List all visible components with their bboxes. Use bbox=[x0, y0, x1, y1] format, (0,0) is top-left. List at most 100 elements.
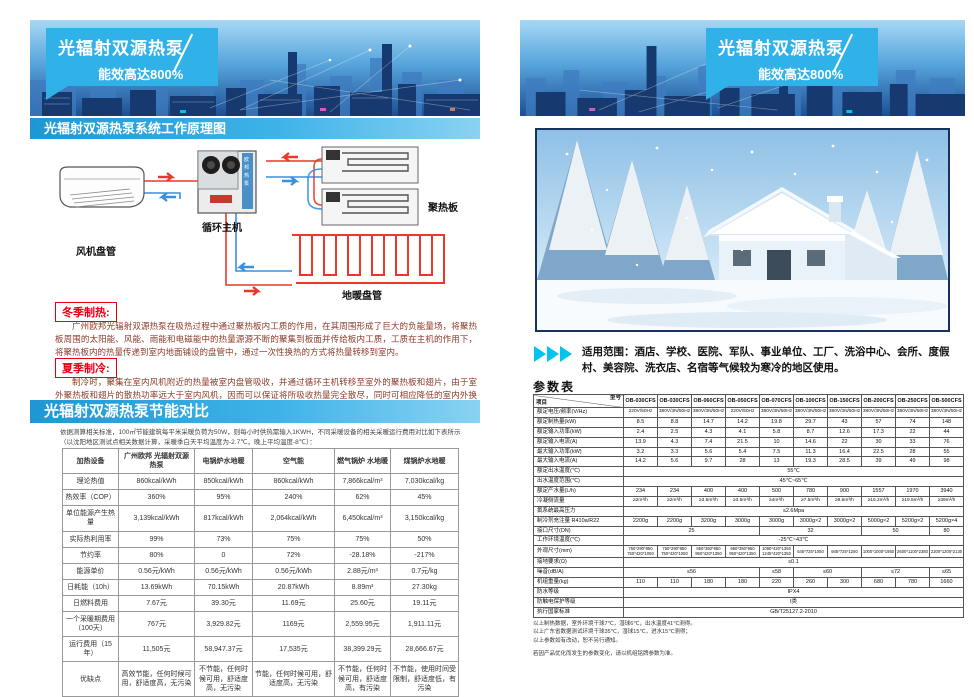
table-cell: 14.7 bbox=[691, 416, 726, 428]
table-cell: 8.5 bbox=[623, 416, 658, 428]
table-cell: ≤56 bbox=[623, 567, 760, 579]
table-row: 接口尺寸(DN) 25 32 50 80 bbox=[533, 525, 964, 537]
table-cell: 57 bbox=[861, 416, 896, 428]
row-label: 理论热值 bbox=[62, 473, 119, 491]
table-cell: 1970 bbox=[895, 486, 930, 497]
table-cell: 900 bbox=[827, 486, 862, 497]
svg-text:欧: 欧 bbox=[244, 156, 249, 163]
table-cell: ≥9.6m³/h bbox=[827, 495, 862, 507]
table-cell: 19.8 bbox=[759, 416, 794, 428]
table-cell: 39 bbox=[861, 456, 896, 468]
table-cell: 80% bbox=[118, 546, 195, 564]
table-cell: 28 bbox=[725, 456, 760, 468]
table-row: 机组重量(kg) 110 110 180 180 220 260 300 680 780 1660 bbox=[533, 577, 964, 589]
table-cell: 7,030kcal/kg bbox=[390, 473, 459, 491]
table-cell: 680 bbox=[861, 577, 896, 589]
table-cell: 12.6 bbox=[827, 426, 862, 438]
row-label: 出水温度范围(℃) bbox=[533, 476, 624, 487]
table-row: 防水等级 IPX4 bbox=[533, 587, 964, 598]
col-header: OB-100CFS bbox=[793, 394, 828, 408]
table-cell: 180 bbox=[691, 577, 726, 589]
table-cell: 2.4 bbox=[623, 426, 658, 438]
table-cell: Ⅰ类 bbox=[623, 596, 964, 608]
table-cell: -217% bbox=[390, 546, 459, 564]
table-row: 外观尺寸(mm) 750*290*850 750*420*1050 750*290*… bbox=[533, 545, 964, 559]
table-cell: 49 bbox=[895, 456, 930, 468]
table-cell: 节能，任何时候可用，舒适度高，无污染 bbox=[252, 661, 335, 697]
spec-note-line: 以上制热数据，室外环境干球7℃，湿球6℃，出水温度41℃测得。 bbox=[533, 621, 696, 627]
col-header: 广州欧邦 光辐射双源热泵 bbox=[118, 447, 195, 475]
table-cell: 不节能，使用时间受限制，舒适度低，有污染 bbox=[390, 661, 459, 697]
table-cell: 2200*1200*2130 bbox=[929, 545, 964, 559]
table-cell: 0.56元/kWh bbox=[252, 562, 335, 580]
table-cell: 4.3 bbox=[691, 426, 726, 438]
table-cell: 3000g×2 bbox=[827, 515, 862, 527]
table-cell: 5.4 bbox=[725, 446, 760, 458]
col-header: 电锅炉水地暖 bbox=[194, 447, 253, 475]
table-row: 优缺点 高效节能，任何时候可用，舒适度高，无污染 不节能，任何时候可用，舒适度高，无… bbox=[62, 661, 459, 697]
table-cell: 2200g bbox=[623, 515, 658, 527]
table-cell: 220 bbox=[759, 577, 794, 589]
table-cell: 1000*1000*1950 bbox=[861, 545, 896, 559]
table-row: 一个采暖期费用（100天） 767元 3,929.82元 1169元 2,559.95元… bbox=[62, 611, 459, 638]
table-cell: 2600*1100*2380 bbox=[895, 545, 930, 559]
table-cell: 0.7元/kg bbox=[390, 562, 459, 580]
table-cell: ≥3.5m³/h bbox=[691, 495, 726, 507]
table-cell: 7.4 bbox=[691, 436, 726, 448]
row-label: 接口尺寸(DN) bbox=[533, 525, 624, 537]
scope-text: 适用范围：酒店、学校、医院、军队、事业单位、工厂、洗浴中心、会所、度假村、美容院… bbox=[582, 346, 950, 375]
table-cell: 750*290*850 750*420*1050 bbox=[623, 545, 658, 559]
table-cell: 29.7 bbox=[793, 416, 828, 428]
snow-house-photo bbox=[535, 128, 950, 332]
table-cell: 950*350*950 950*420*1350 bbox=[691, 545, 726, 559]
table-cell: 95% bbox=[194, 489, 253, 507]
table-cell: ≥39m³/h bbox=[929, 495, 964, 507]
table-cell: 99% bbox=[118, 530, 195, 548]
table-row: 理论热值 860kcal/kWh 850kcal/kWh 860kcal/kWh 7,8… bbox=[62, 473, 459, 491]
row-label: 工作环境温度(℃) bbox=[533, 535, 624, 547]
table-cell: 0 bbox=[194, 546, 253, 564]
table-row: 防触电保护等级 Ⅰ类 bbox=[533, 596, 964, 608]
table-cell: ≤2.6Mpa bbox=[623, 505, 964, 517]
svg-text:泵: 泵 bbox=[244, 181, 249, 187]
table-cell: 17.3 bbox=[861, 426, 896, 438]
table-cell: 73% bbox=[194, 530, 253, 548]
table-cell: 780 bbox=[895, 577, 930, 589]
table-row: 最大输入功率(kW) 3.2 3.3 5.6 5.4 7.5 11.3 16.4 22.5 28 5… bbox=[533, 446, 964, 458]
col-header: OB-200CFS bbox=[861, 394, 896, 408]
table-cell: 3.2 bbox=[623, 446, 658, 458]
table-cell: 27.30kg bbox=[390, 578, 459, 596]
table-cell: IPX4 bbox=[623, 587, 964, 598]
product-badge: 光辐射双源热泵 能效高达800% bbox=[46, 28, 218, 100]
right-page: 光辐射双源热泵 能效高达800% bbox=[520, 0, 965, 693]
col-header: 空气能 bbox=[252, 447, 335, 475]
col-header: OB-030CFS bbox=[657, 394, 692, 408]
table-cell: 55 bbox=[929, 446, 964, 458]
table-cell: 98 bbox=[929, 456, 964, 468]
table-cell: 5200g×4 bbox=[929, 515, 964, 527]
section-title-comparison: 光辐射双源热泵节能对比 bbox=[30, 400, 480, 423]
row-label: 机组重量(kg) bbox=[533, 577, 624, 589]
table-cell: 148 bbox=[929, 416, 964, 428]
row-label: 额定电压/频率(V/Hz) bbox=[533, 407, 624, 418]
table-cell: 45℃~65℃ bbox=[623, 476, 964, 487]
table-cell: 16.4 bbox=[827, 446, 862, 458]
table-cell: 234 bbox=[623, 486, 658, 497]
table-cell: 300 bbox=[827, 577, 862, 589]
corner-cell: 型号 项目 bbox=[533, 394, 624, 408]
svg-text:热: 热 bbox=[244, 172, 249, 179]
table-cell: 5200g×2 bbox=[895, 515, 930, 527]
table-cell: ≥15.2m³/h bbox=[861, 495, 896, 507]
table-cell: 400 bbox=[725, 486, 760, 497]
table-cell: 14.2 bbox=[623, 456, 658, 468]
table-cell: 380V/3N/50Hz bbox=[759, 407, 794, 418]
table-cell: 9.7 bbox=[691, 456, 726, 468]
table-cell: 75% bbox=[252, 530, 335, 548]
row-label: 氟系统最高压力 bbox=[533, 505, 624, 517]
table-row: 冷凝侧流量 ≥2m³/h ≥2m³/h ≥3.5m³/h ≥3.5m³/h ≥4m³/h ≥… bbox=[533, 495, 964, 507]
table-header-row: 型号 项目 OB-030CFS OB-030CFS OB-060CFS OB-050CFS… bbox=[533, 394, 964, 408]
table-cell: 55℃ bbox=[623, 466, 964, 478]
table-row: 能源单价 0.56元/kWh 0.56元/kWh 0.56元/kWh 2.88元/m³ 0… bbox=[62, 562, 459, 580]
product-badge: 光辐射双源热泵 能效高达800% bbox=[706, 28, 878, 100]
